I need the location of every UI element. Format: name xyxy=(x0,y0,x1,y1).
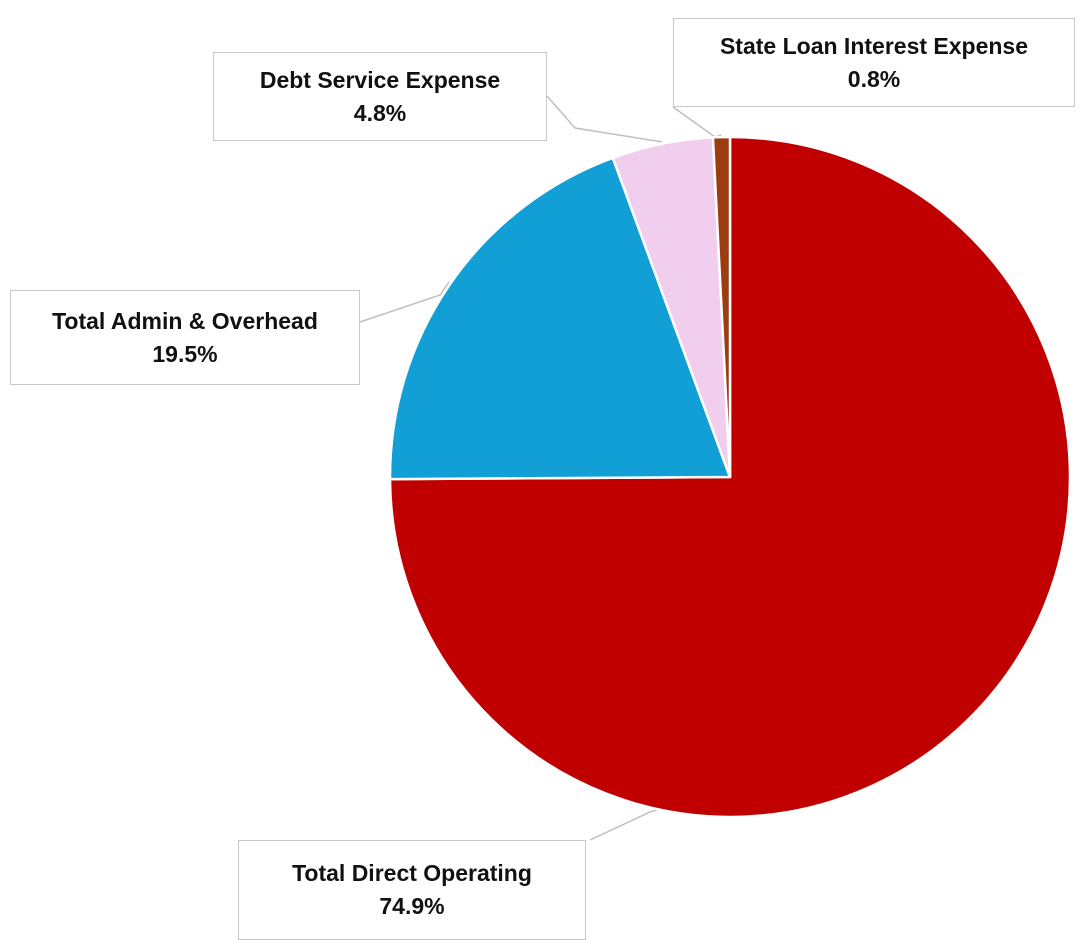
data-label-value: 19.5% xyxy=(152,340,218,367)
data-label-name: Debt Service Expense xyxy=(259,66,501,93)
leader-line-debt-service-expense xyxy=(546,95,662,143)
pie-slices xyxy=(388,135,1072,819)
data-label-name: State Loan Interest Expense xyxy=(719,32,1029,59)
data-label-value: 74.9% xyxy=(379,893,445,919)
data-label-value: 4.8% xyxy=(353,99,407,126)
data-label-total-direct-operating: Total Direct Operating 74.9% xyxy=(238,840,586,940)
leader-line-total-admin-overhead xyxy=(359,281,450,323)
data-label-state-loan-interest-expense: State Loan Interest Expense 0.8% xyxy=(673,18,1075,107)
data-label-value: 0.8% xyxy=(847,65,901,92)
data-label-name: Total Direct Operating xyxy=(292,860,532,886)
pie-slice-state-loan-interest-expense xyxy=(711,135,732,479)
data-label-total-admin-overhead: Total Admin & Overhead 19.5% xyxy=(10,290,360,385)
leader-line-state-loan-interest-expense xyxy=(672,106,722,138)
data-label-debt-service-expense: Debt Service Expense 4.8% xyxy=(213,52,547,141)
pie-slice-total-admin-overhead xyxy=(388,156,732,481)
data-label-name: Total Admin & Overhead xyxy=(52,307,318,334)
